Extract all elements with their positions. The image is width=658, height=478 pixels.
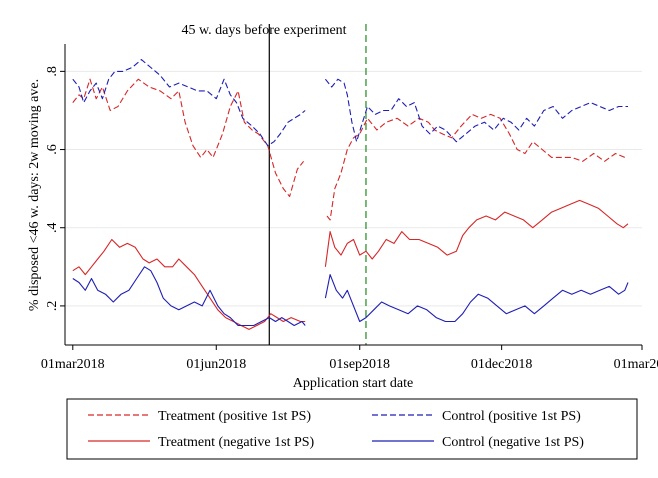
series-line-0-segment-1 [326, 113, 626, 221]
legend-label-1: Control (positive 1st PS) [442, 409, 581, 424]
y-tick-label-1: .4 [45, 222, 60, 233]
vline-annotation: 45 w. days before experiment [181, 23, 346, 38]
legend-box [66, 398, 638, 460]
x-ticks: 01mar2018 01jun2018 01sep2018 01dec2018 01ma… [41, 345, 658, 372]
legend-label-0: Treatment (positive 1st PS) [158, 409, 311, 424]
series-line-2-segment-0 [72, 238, 306, 330]
series-line-2-segment-1 [324, 199, 629, 267]
reference-lines [268, 24, 367, 345]
plot-background [65, 44, 642, 345]
series-line-1-segment-0 [72, 59, 306, 147]
legend-label-2: Treatment (negative 1st PS) [158, 435, 315, 450]
x-tick-label-1: 01jun2018 [186, 357, 246, 372]
x-tick-label-2: 01sep2018 [329, 357, 390, 372]
y-ticks: .2 .4 .6 .8 [45, 66, 65, 311]
series-line-3-segment-0 [72, 266, 306, 327]
series-lines [72, 59, 629, 330]
series-line-3-segment-1 [324, 274, 629, 323]
legend-label-3: Control (negative 1st PS) [442, 435, 584, 450]
y-tick-label-0: .2 [45, 301, 60, 312]
x-tick-label-0: 01mar2018 [41, 357, 105, 372]
x-tick-label-4: 01mar201 [614, 357, 658, 372]
y-tick-label-3: .8 [45, 66, 60, 77]
axes [64, 44, 642, 346]
x-axis-label: Application start date [293, 376, 414, 391]
y-tick-label-2: .6 [45, 144, 60, 155]
y-axis-label: % disposed <46 w. days: 2w moving ave. [27, 79, 42, 311]
x-tick-label-3: 01dec2018 [471, 357, 532, 372]
legend: Treatment (positive 1st PS) Control (posi… [88, 409, 584, 450]
series-line-1-segment-1 [324, 78, 628, 143]
